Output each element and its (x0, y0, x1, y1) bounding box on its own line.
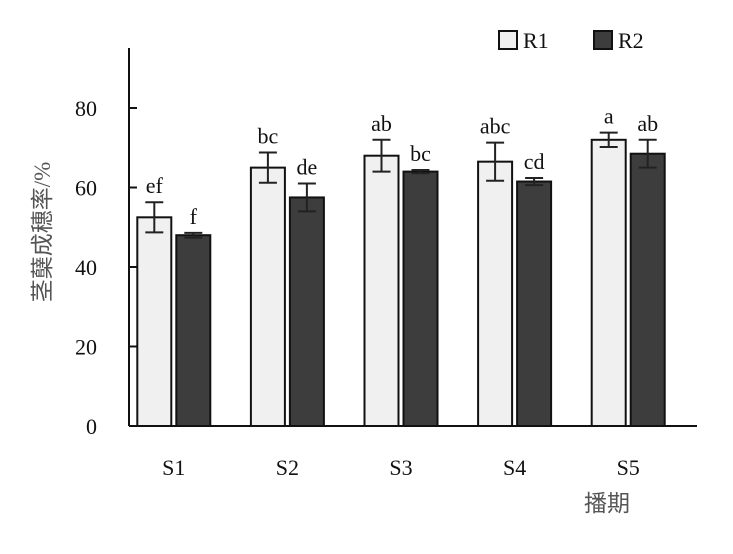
y-tick-label: 20 (75, 335, 97, 360)
significance-label: f (190, 204, 198, 229)
x-tick-label: S5 (617, 455, 640, 480)
y-tick-label: 80 (75, 96, 97, 121)
x-axis-label: 播期 (584, 491, 630, 516)
significance-label: ab (637, 111, 658, 136)
y-tick-label: 40 (75, 255, 97, 280)
legend-swatch-r2 (593, 30, 613, 50)
bar-r2-s4 (516, 180, 553, 427)
bar-r2-s1 (175, 234, 212, 427)
significance-label: ef (146, 173, 164, 198)
x-tick-label: S2 (276, 455, 299, 480)
significance-label: de (297, 155, 318, 180)
legend-swatch-r1 (498, 30, 518, 50)
y-tick-label: 60 (75, 176, 97, 201)
significance-label: ab (371, 111, 392, 136)
significance-label: bc (410, 141, 431, 166)
bar-r1-s5 (590, 138, 627, 428)
bar-r1-s1 (136, 216, 173, 427)
x-tick-label: S4 (503, 455, 526, 480)
legend-label-r2: R2 (618, 28, 644, 53)
bar-r2-s3 (402, 170, 439, 427)
significance-label: bc (258, 124, 279, 149)
legend-label-r1: R1 (523, 28, 549, 53)
significance-label: a (604, 104, 614, 129)
x-tick-label: S3 (389, 455, 412, 480)
bar-r1-s2 (249, 166, 286, 427)
bar-r2-s2 (288, 196, 325, 427)
significance-label: cd (524, 149, 545, 174)
significance-label: abc (480, 114, 511, 139)
bar-r1-s3 (363, 154, 400, 427)
y-tick-label: 0 (86, 414, 97, 439)
bar-r2-s5 (629, 152, 666, 427)
chart-axes: 0 20 40 60 80 S1 S2 S3 S4 S5 (75, 48, 697, 480)
chart-legend: R1 R2 (498, 28, 644, 53)
x-tick-label: S1 (162, 455, 185, 480)
y-axis-label: 茎蘖成穗率/% (30, 162, 55, 303)
bar-r1-s4 (477, 160, 514, 427)
